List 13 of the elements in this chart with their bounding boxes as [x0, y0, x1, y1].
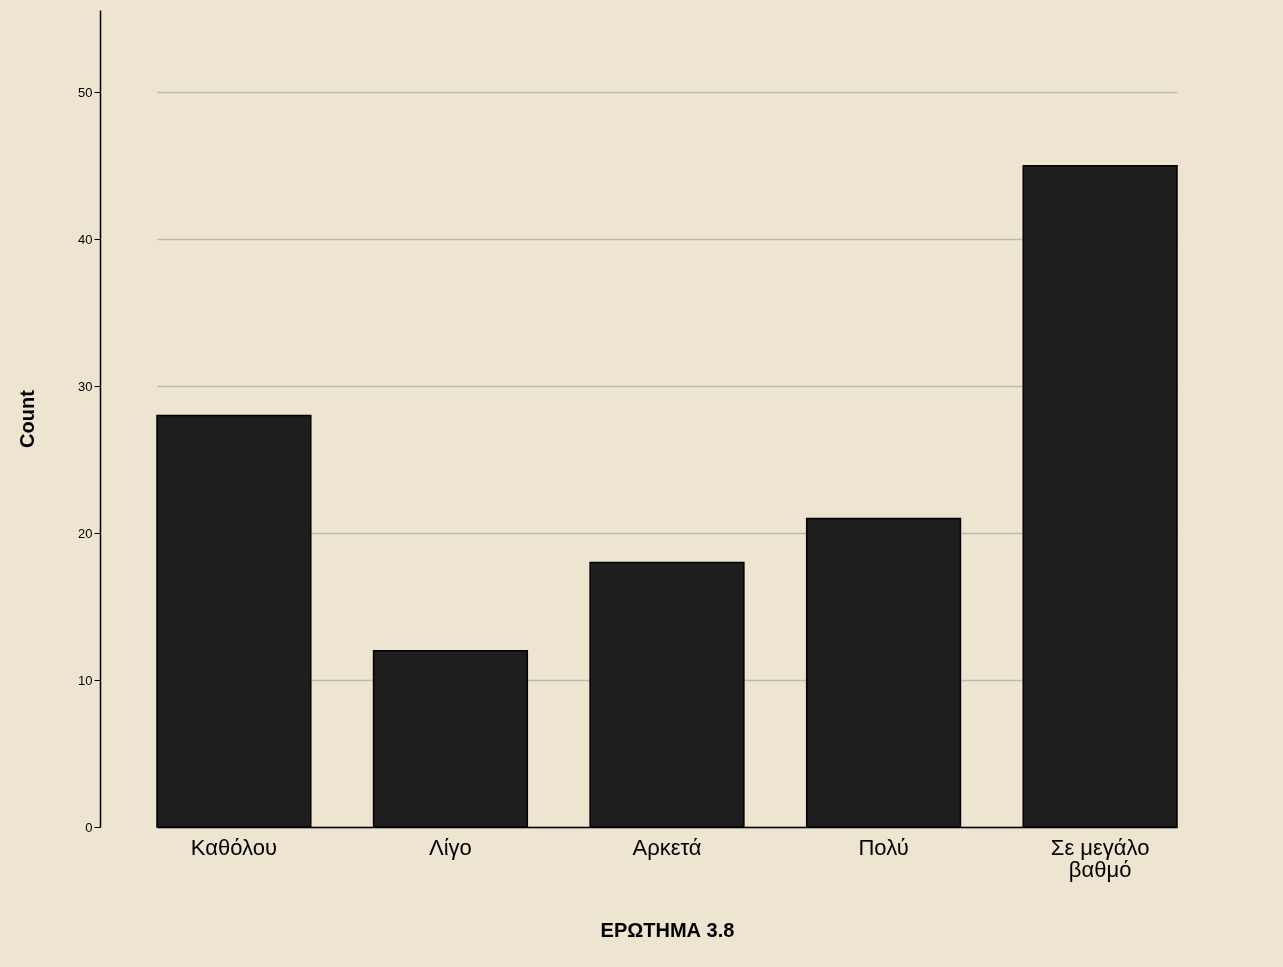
- y-tick-label: 20: [78, 525, 93, 541]
- y-tick-label: 50: [78, 84, 93, 100]
- x-tick-label: Λίγο: [429, 834, 472, 860]
- y-tick-label: 40: [78, 231, 93, 247]
- x-tick-label: Αρκετά: [632, 834, 702, 860]
- y-tick-label: 30: [78, 378, 93, 394]
- y-axis-title: Count: [16, 389, 39, 448]
- x-tick-label: Πολύ: [858, 834, 909, 860]
- y-tick-label: 0: [85, 819, 93, 835]
- x-tick-label: Σε μεγάλο βαθμό: [1050, 834, 1150, 882]
- y-tick-label: 10: [78, 672, 93, 688]
- x-axis-title: ΕΡΩΤΗΜΑ 3.8: [600, 918, 735, 941]
- x-tick-label: Καθόλου: [190, 834, 277, 860]
